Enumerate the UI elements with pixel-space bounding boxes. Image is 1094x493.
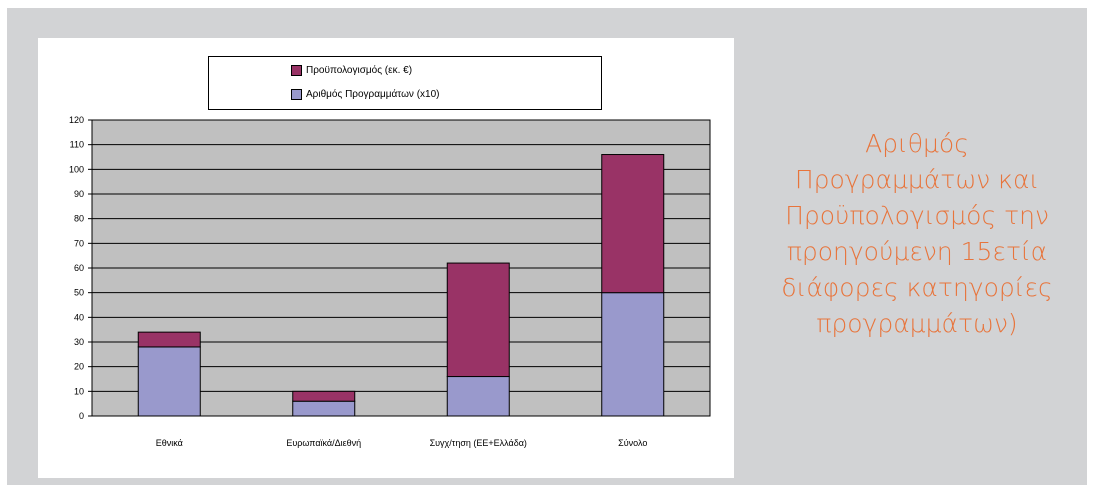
y-tick-label: 100 [69, 164, 84, 174]
y-tick-label: 60 [74, 263, 84, 273]
legend-label-budget: Προϋπολογισμός (εκ. €) [306, 64, 413, 76]
y-tick-label: 90 [74, 189, 84, 199]
y-tick-label: 10 [74, 386, 84, 396]
caption-line-4: προηγούμενη 15ετία [786, 237, 1048, 266]
caption-line-2: Προγραμμάτων και [794, 165, 1040, 194]
x-tick-label: Εθνικά [156, 438, 183, 448]
bar-programs [601, 292, 665, 417]
caption-line-1: Αριθμός [865, 129, 969, 158]
caption-line-3: Προϋπολογισμός την [785, 201, 1049, 230]
y-tick-label: 20 [74, 362, 84, 372]
x-tick-label: Συγχ/τηση (ΕΕ+Ελλάδα) [430, 438, 527, 448]
y-tick-label: 0 [79, 411, 84, 421]
y-tick-label: 40 [74, 312, 84, 322]
bar-programs [137, 346, 201, 417]
bar-budget [446, 262, 510, 378]
y-tick-label: 110 [70, 140, 84, 150]
bar-budget [601, 154, 665, 294]
bar-budget [292, 390, 356, 402]
legend-item-programs: Αριθμός Προγραμμάτων (x10) [291, 87, 440, 101]
y-tick-label: 70 [74, 238, 84, 248]
x-tick-label: Ευρωπαϊκά/Διεθνή [286, 438, 361, 448]
caption-line-6: προγραμμάτων) [816, 309, 1018, 338]
chart-card: 0 10 20 30 40 50 60 70 80 90 100 110 120 Εθνικά Ευρωπα… [38, 38, 734, 478]
bar-programs [446, 376, 510, 417]
y-tick-label: 120 [69, 115, 84, 125]
caption-line-5: διάφορες κατηγορίες [781, 273, 1053, 302]
bar-programs [292, 400, 356, 417]
y-tick-label: 50 [74, 288, 84, 298]
chart-legend: Προϋπολογισμός (εκ. €) Αριθμός Προγραμμά… [208, 56, 602, 110]
chart-caption: Αριθμός Προγραμμάτων και Προϋπολογισμός … [762, 126, 1072, 342]
stacked-bar-chart: 0 10 20 30 40 50 60 70 80 90 100 110 120 Εθνικά Ευρωπα… [69, 115, 711, 448]
legend-swatch-programs [291, 88, 302, 100]
y-tick-label: 80 [74, 214, 84, 224]
x-tick-label: Σύνολο [618, 438, 647, 448]
legend-swatch-budget [291, 64, 302, 76]
legend-item-budget: Προϋπολογισμός (εκ. €) [291, 63, 412, 77]
y-tick-label: 30 [74, 337, 84, 347]
bar-budget [137, 331, 201, 348]
legend-label-programs: Αριθμός Προγραμμάτων (x10) [306, 88, 440, 100]
